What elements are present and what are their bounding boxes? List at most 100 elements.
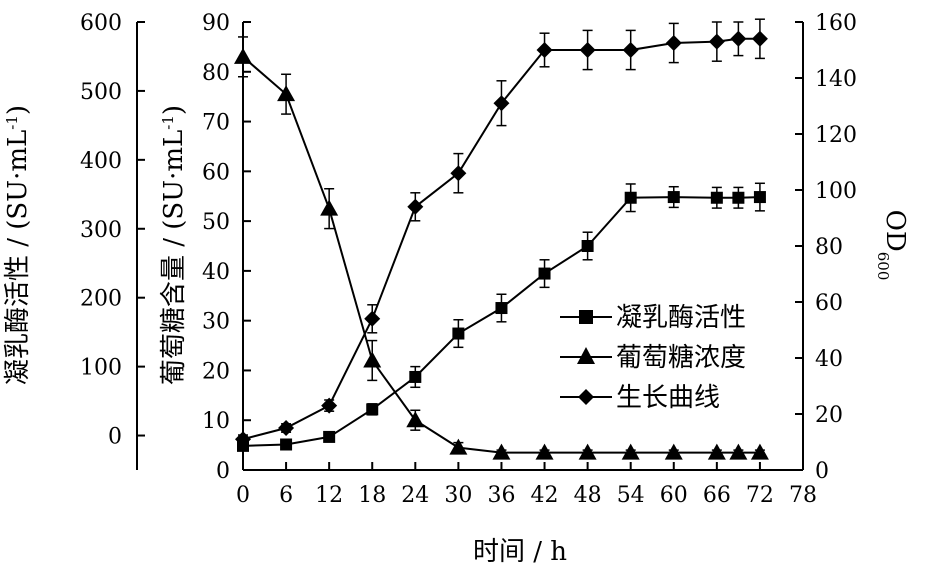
data-point-od [364, 310, 381, 327]
data-point-activity [366, 403, 379, 416]
x-tick-label: 42 [531, 483, 559, 508]
series-od [235, 18, 768, 448]
x-tick-label: 18 [358, 483, 386, 508]
activity-axis-title: 凝乳酶活性 / (SU·mL-1) [3, 105, 33, 385]
glucose-tick-label: 80 [202, 61, 230, 86]
data-point-activity [624, 191, 637, 204]
x-tick-label: 60 [660, 483, 688, 508]
data-point-activity [452, 327, 465, 340]
data-point-glucose [578, 443, 597, 460]
data-point-activity [495, 302, 508, 315]
x-tick-label: 54 [617, 483, 645, 508]
activity-tick-label: 0 [108, 425, 122, 450]
legend-marker-square [579, 310, 593, 324]
data-point-od [536, 42, 553, 58]
data-point-activity [538, 267, 551, 280]
glucose-tick-label: 10 [202, 409, 230, 434]
data-point-glucose [729, 443, 748, 460]
data-point-od [321, 397, 338, 414]
legend-label-activity: 凝乳酶活性 [616, 303, 746, 333]
data-point-glucose [234, 47, 252, 64]
data-point-glucose [363, 351, 382, 368]
data-point-od [708, 33, 725, 50]
glucose-tick-label: 40 [202, 260, 230, 285]
legend-item-activity: 凝乳酶活性 [560, 303, 746, 333]
data-point-od [579, 42, 596, 58]
x-ticks: 0 6 12 18 24 30 36 42 48 54 60 66 72 78 [236, 462, 817, 508]
activity-tick-label: 400 [80, 149, 122, 174]
data-point-glucose [449, 438, 468, 455]
legend-label-growth: 生长曲线 [616, 383, 720, 413]
x-tick-label: 36 [487, 483, 515, 508]
data-point-glucose [406, 411, 425, 428]
data-point-activity [710, 191, 723, 204]
x-tick-label: 6 [279, 483, 293, 508]
data-point-activity [667, 191, 680, 204]
data-point-glucose [320, 199, 339, 216]
activity-ticks: 0 100 200 300 400 500 600 [80, 11, 145, 450]
data-point-od [450, 165, 467, 182]
x-tick-label: 0 [236, 483, 250, 508]
od-axis-title: OD600 [874, 210, 910, 281]
activity-tick-label: 300 [80, 218, 122, 243]
glucose-tick-label: 20 [202, 359, 230, 384]
activity-tick-label: 200 [80, 287, 122, 312]
glucose-axis-title: 葡萄糖含量 / (SU·mL-1) [159, 105, 189, 385]
glucose-tick-label: 90 [202, 11, 230, 36]
activity-tick-label: 600 [80, 11, 122, 36]
data-point-activity [409, 370, 422, 383]
x-tick-label: 12 [315, 483, 343, 508]
data-point-glucose [492, 443, 511, 460]
x-tick-label: 72 [746, 483, 774, 508]
series-layer [234, 18, 769, 460]
legend-label-glucose: 葡萄糖浓度 [616, 343, 746, 373]
od-tick-label: 120 [815, 123, 857, 148]
data-point-od [665, 35, 682, 51]
series-activity [237, 182, 766, 452]
data-point-glucose [750, 443, 769, 460]
x-tick-label: 30 [444, 483, 472, 508]
data-point-od [730, 30, 747, 47]
od-tick-label: 100 [815, 179, 857, 204]
data-point-glucose [664, 443, 683, 460]
glucose-ticks: 0 10 20 30 40 50 60 70 80 90 [202, 11, 251, 484]
data-point-activity [732, 191, 745, 204]
legend-item-growth: 生长曲线 [560, 383, 720, 413]
legend-marker-triangle [577, 347, 595, 364]
data-point-od [751, 30, 768, 47]
data-point-od [278, 420, 295, 436]
x-tick-label: 78 [789, 483, 817, 508]
activity-tick-label: 500 [80, 80, 122, 105]
data-point-od [407, 198, 424, 215]
od-tick-label: 160 [815, 11, 857, 36]
series-line-activity [242, 196, 760, 447]
glucose-tick-label: 50 [202, 210, 230, 235]
data-point-od [622, 42, 639, 58]
data-point-activity [323, 430, 336, 443]
data-point-od [493, 95, 510, 112]
glucose-tick-label: 30 [202, 310, 230, 335]
od-tick-label: 60 [815, 291, 843, 316]
data-point-glucose [621, 443, 640, 460]
glucose-tick-label: 60 [202, 160, 230, 185]
od-tick-label: 20 [815, 403, 843, 428]
x-tick-label: 48 [574, 483, 602, 508]
od-tick-label: 140 [815, 67, 857, 92]
x-axis-title: 时间 / h [473, 537, 567, 567]
data-point-activity [280, 438, 293, 451]
x-tick-label: 66 [703, 483, 731, 508]
data-point-activity [581, 240, 594, 252]
legend-marker-diamond [578, 389, 594, 405]
data-point-glucose [707, 443, 726, 460]
od-tick-label: 0 [815, 459, 829, 484]
activity-tick-label: 100 [80, 356, 122, 381]
od-tick-label: 80 [815, 235, 843, 260]
data-point-glucose [535, 443, 554, 460]
series-glucose [234, 36, 769, 460]
data-point-od [235, 431, 251, 448]
data-point-activity [753, 191, 766, 204]
x-tick-label: 24 [401, 483, 429, 508]
legend-item-glucose: 葡萄糖浓度 [560, 343, 746, 373]
od-ticks: 0 20 40 60 80 100 120 140 160 [795, 11, 857, 484]
